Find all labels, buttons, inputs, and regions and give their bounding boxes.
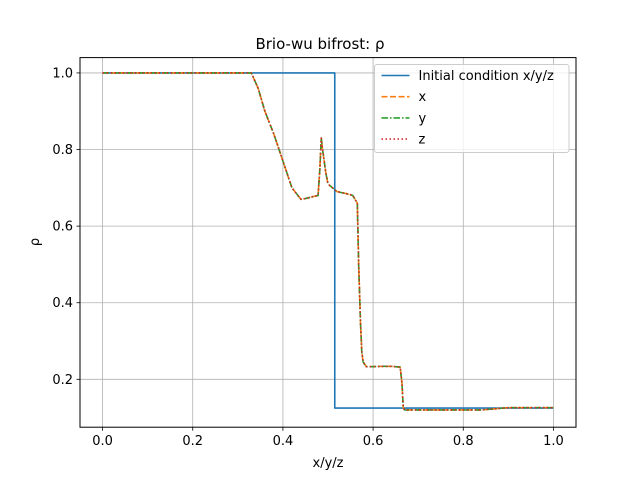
- legend: Initial condition x/y/z xyz: [374, 64, 570, 153]
- legend-label: z: [419, 133, 426, 148]
- plot-frame: [79, 57, 577, 428]
- legend-box: [374, 64, 570, 153]
- x-tick-label: 0.6: [363, 434, 384, 449]
- y-tick-label: 0.6: [52, 220, 73, 235]
- chart-title: Brio-wu bifrost: ρ: [255, 35, 384, 53]
- x-axis-label: x/y/z: [313, 456, 344, 471]
- y-tick-label: 0.4: [52, 296, 73, 311]
- y-tick-label: 1.0: [52, 66, 73, 81]
- legend-label: x: [419, 90, 427, 105]
- x-ticks: 0.0 0.2 0.4 0.6 0.8 1.0: [92, 427, 564, 449]
- x-tick-label: 1.0: [543, 434, 564, 449]
- y-ticks: 0.2 0.4 0.6 0.8 1.0: [52, 66, 80, 388]
- x-tick-label: 0.0: [92, 434, 113, 449]
- y-tick-label: 0.2: [52, 373, 73, 388]
- legend-label: y: [419, 111, 427, 126]
- series-line-1: [102, 72, 554, 411]
- y-tick-label: 0.8: [52, 143, 73, 158]
- x-tick-label: 0.4: [273, 434, 294, 449]
- y-axis-label: ρ: [28, 238, 43, 246]
- series-layer: [102, 72, 554, 411]
- x-tick-label: 0.2: [182, 434, 203, 449]
- legend-label: Initial condition x/y/z: [419, 69, 554, 84]
- x-tick-label: 0.8: [453, 434, 474, 449]
